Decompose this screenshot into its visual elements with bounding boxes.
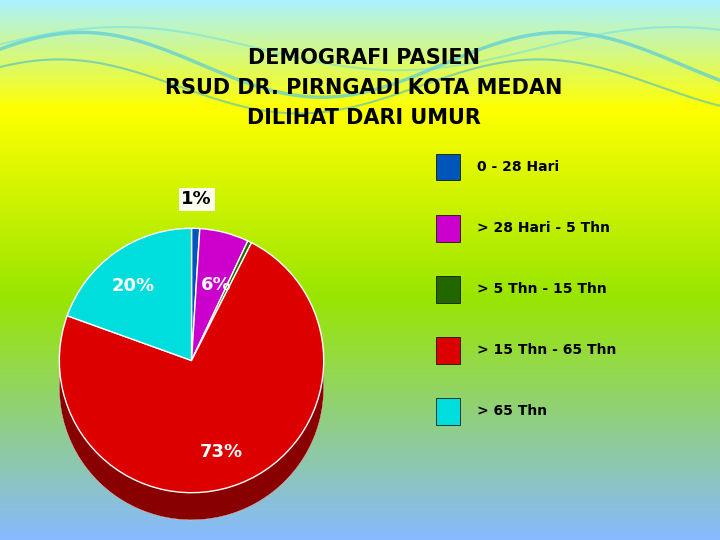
Wedge shape	[67, 228, 192, 361]
Wedge shape	[59, 270, 324, 520]
Text: > 5 Thn - 15 Thn: > 5 Thn - 15 Thn	[477, 282, 607, 296]
Text: > 28 Hari - 5 Thn: > 28 Hari - 5 Thn	[477, 221, 610, 235]
Wedge shape	[192, 255, 200, 388]
Text: 0 - 28 Hari: 0 - 28 Hari	[477, 160, 559, 174]
Text: 6%: 6%	[200, 276, 231, 294]
Wedge shape	[192, 228, 248, 361]
FancyBboxPatch shape	[436, 154, 460, 180]
Text: 73%: 73%	[200, 443, 243, 461]
Wedge shape	[192, 241, 251, 361]
Polygon shape	[59, 316, 324, 520]
FancyBboxPatch shape	[436, 337, 460, 364]
FancyBboxPatch shape	[436, 215, 460, 241]
Wedge shape	[67, 255, 192, 388]
Wedge shape	[192, 256, 248, 388]
FancyBboxPatch shape	[436, 276, 460, 302]
Text: 1%: 1%	[181, 190, 212, 208]
Wedge shape	[192, 228, 200, 361]
Text: 20%: 20%	[111, 276, 154, 295]
Wedge shape	[59, 242, 324, 492]
Text: > 65 Thn: > 65 Thn	[477, 404, 547, 418]
Polygon shape	[67, 228, 192, 343]
FancyBboxPatch shape	[436, 398, 460, 425]
Wedge shape	[192, 268, 251, 388]
Text: > 15 Thn - 65 Thn: > 15 Thn - 65 Thn	[477, 343, 616, 357]
Ellipse shape	[59, 255, 324, 520]
Text: DEMOGRAFI PASIEN
RSUD DR. PIRNGADI KOTA MEDAN
DILIHAT DARI UMUR: DEMOGRAFI PASIEN RSUD DR. PIRNGADI KOTA …	[165, 49, 562, 127]
